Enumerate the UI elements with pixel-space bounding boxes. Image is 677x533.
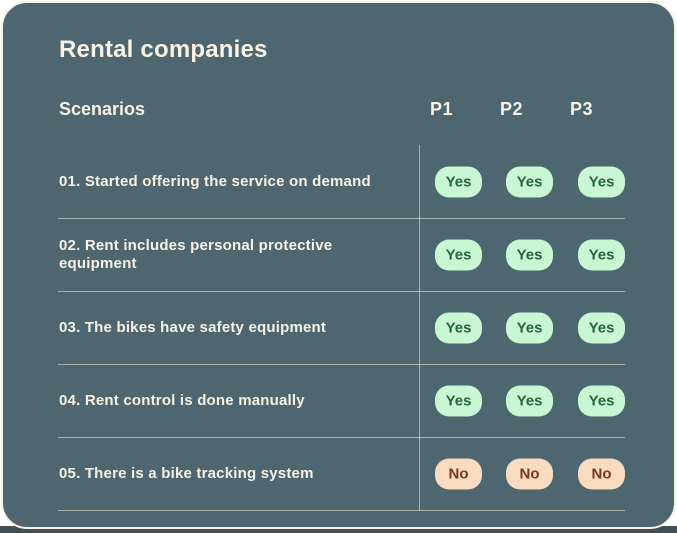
answer-badge-p3: No [578,458,625,490]
answer-badge-p2: No [506,458,553,490]
answer-badge-p3: Yes [578,239,625,271]
column-header-p2: P2 [500,99,524,119]
table-row: 01. Started offering the service on dema… [58,146,625,219]
scenario-label: 05. There is a bike tracking system [59,465,314,482]
answer-badge-p1: Yes [435,239,482,271]
scenario-label: 02. Rent includes personal protective eq… [59,237,333,272]
answer-badge-p2: Yes [506,239,553,271]
answer-badge-p1: Yes [435,385,482,417]
answer-badge-p2: Yes [506,385,553,417]
answer-badge-p3: Yes [578,312,625,344]
page-bottom-strip [0,526,677,533]
answer-badge-p1: Yes [435,312,482,344]
scenario-label: 01. Started offering the service on dema… [59,173,371,190]
answer-badge-p2: Yes [506,166,553,198]
table-row: 02. Rent includes personal protective eq… [58,219,625,292]
table-row: 05. There is a bike tracking system No N… [58,438,625,511]
page-title: Rental companies [59,36,268,63]
scenarios-column-header: Scenarios [59,99,146,119]
scenario-label: 04. Rent control is done manually [59,392,305,409]
vertical-divider [419,145,420,511]
answer-badge-p2: Yes [506,312,553,344]
table-row: 04. Rent control is done manually Yes Ye… [58,365,625,438]
column-header-p3: P3 [570,99,594,119]
scenario-label: 03. The bikes have safety equipment [59,319,327,336]
column-header-p1: P1 [430,99,454,119]
answer-badge-p1: Yes [435,166,482,198]
answer-badge-p3: Yes [578,166,625,198]
answer-badge-p3: Yes [578,385,625,417]
scenarios-table: 01. Started offering the service on dema… [58,146,625,511]
answer-badge-p1: No [435,458,482,490]
table-row: 03. The bikes have safety equipment Yes … [58,292,625,365]
